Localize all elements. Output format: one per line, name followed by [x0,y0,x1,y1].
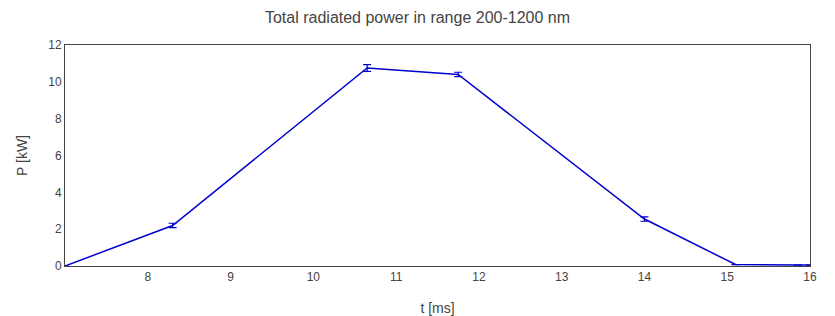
svg-text:8: 8 [144,270,151,284]
svg-text:P [kW]: P [kW] [14,135,30,176]
svg-text:t [ms]: t [ms] [420,300,454,316]
svg-text:10: 10 [48,75,62,89]
svg-text:0: 0 [55,259,62,273]
svg-text:8: 8 [55,112,62,126]
svg-text:13: 13 [555,270,569,284]
svg-text:15: 15 [721,270,735,284]
svg-text:9: 9 [227,270,234,284]
svg-text:6: 6 [55,149,62,163]
svg-text:4: 4 [55,186,62,200]
svg-text:11: 11 [390,270,403,284]
svg-text:12: 12 [48,38,62,52]
svg-text:Total radiated power in range: Total radiated power in range 200-1200 n… [265,9,570,26]
svg-text:16: 16 [803,270,817,284]
svg-text:14: 14 [638,270,652,284]
svg-text:12: 12 [472,270,486,284]
svg-text:2: 2 [55,222,62,236]
svg-text:10: 10 [307,270,321,284]
